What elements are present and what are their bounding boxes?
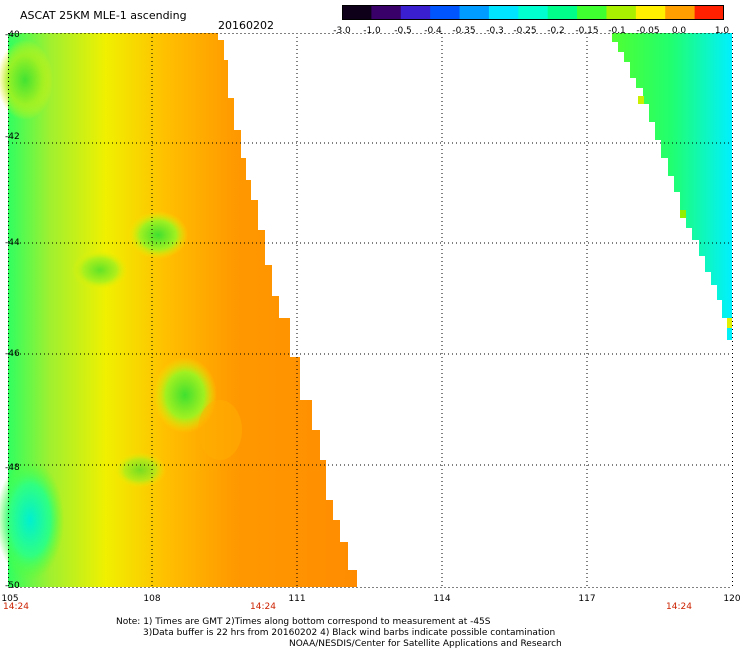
lon-label-111: 111 [288,594,305,604]
product-title: ASCAT 25KM MLE-1 ascending [20,9,187,22]
lat-label-50: -50 [5,581,20,591]
scale-label-8: -0.15 [575,26,599,36]
lon-label-114: 114 [433,594,450,604]
product-date: 20160202 [218,19,274,32]
footnote-line-1: Note: 1) Times are GMT 2)Times along bot… [116,617,491,627]
time-label-right: 14:24 [666,602,692,612]
lat-label-40: -40 [5,30,20,40]
footnote-line-3: NOAA/NESDIS/Center for Satellite Applica… [289,639,562,649]
scale-label-4: -0.35 [452,26,476,36]
scale-label-6: -0.25 [513,26,537,36]
lat-label-46: -46 [5,349,20,359]
color-scale-bar [342,5,724,20]
lon-label-120: 120 [723,594,740,604]
color-scale-cell [430,5,461,20]
color-scale-cell [488,5,519,20]
time-label-left: 14:24 [3,602,29,612]
lon-label-117: 117 [578,594,595,604]
scale-label-11: 0.0 [671,26,687,36]
scale-label-7: -0.2 [547,26,565,36]
color-scale-cell [518,5,549,20]
lon-label-108: 108 [143,594,160,604]
scale-label-1: -1.0 [363,26,381,36]
footnote-line-2: 3)Data buffer is 22 hrs from 20160202 4)… [143,628,556,638]
color-scale-cell [547,5,578,20]
scale-label-10: -0.05 [636,26,660,36]
color-scale-cell [606,5,637,20]
color-scale-cell [342,5,372,20]
color-scale-cell [694,5,724,20]
grid-lines [8,33,733,588]
color-scale-labels: -3.0 -1.0 -0.5 -0.4 -0.35 -0.3 -0.25 -0.… [320,26,740,38]
scale-label-0: -3.0 [333,26,351,36]
lat-label-48: -48 [5,463,20,473]
left-swath [0,33,357,587]
color-scale-cell [371,5,402,20]
time-label-middle: 14:24 [250,602,276,612]
lat-label-42: -42 [5,132,20,142]
color-scale-cell [665,5,696,20]
color-scale-cell [635,5,666,20]
scale-label-3: -0.4 [424,26,442,36]
scale-label-9: -0.1 [608,26,626,36]
scale-label-5: -0.3 [486,26,504,36]
scale-label-2: -0.5 [394,26,412,36]
footnote: Note: 1) Times are GMT 2)Times along bot… [116,617,562,650]
color-scale-cell [459,5,490,20]
right-swath [612,33,732,340]
color-scale-cell [577,5,607,20]
color-scale-cell [400,5,431,20]
scale-label-12: 1.0 [714,26,730,36]
lon-label-105: 105 [1,594,18,604]
lat-label-44: -44 [5,238,20,248]
